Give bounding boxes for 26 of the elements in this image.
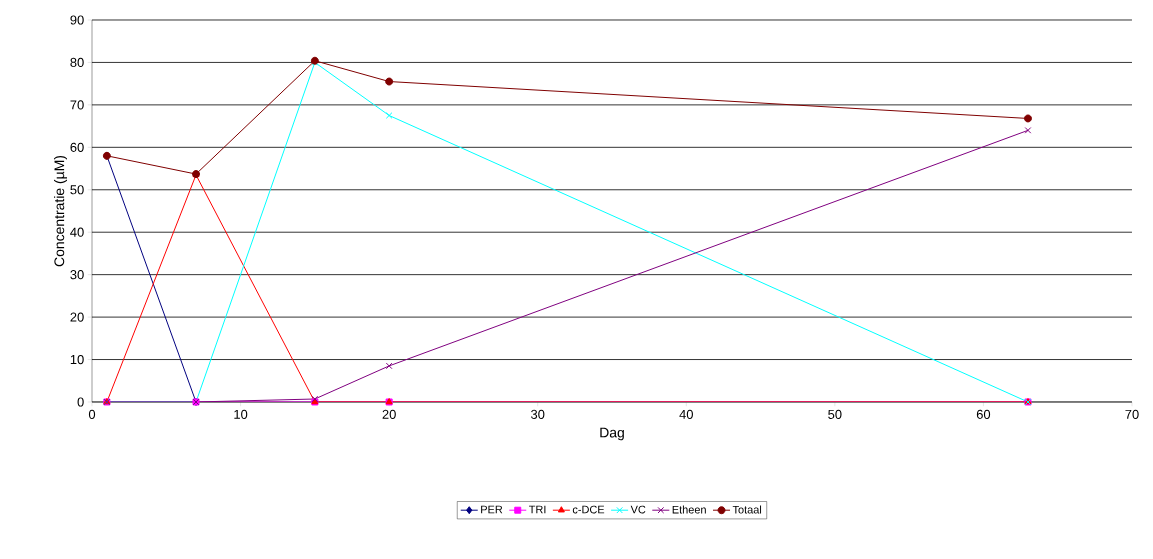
y-tick-label: 40 xyxy=(70,227,84,237)
x-tick-label: 70 xyxy=(1125,409,1139,419)
y-tick-label: 90 xyxy=(70,15,84,25)
legend-label: VC xyxy=(630,505,646,514)
x-tick-label: 40 xyxy=(679,409,693,419)
legend-label: Totaal xyxy=(732,505,762,514)
x-axis-title: Dag xyxy=(600,427,624,441)
y-tick-label: 70 xyxy=(70,100,84,110)
x-tick-label: 0 xyxy=(88,409,96,419)
x-tick-label: 20 xyxy=(382,409,396,419)
legend-label: c-DCE xyxy=(572,505,605,514)
x-tick-label: 50 xyxy=(828,409,842,419)
y-tick-label: 0 xyxy=(77,397,84,407)
y-tick-label: 30 xyxy=(70,270,84,280)
x-tick-label: 30 xyxy=(531,409,545,419)
y-axis-title: Concentratie (µM) xyxy=(53,155,67,267)
x-tick-label: 10 xyxy=(234,409,248,419)
y-tick-label: 20 xyxy=(70,312,84,322)
legend-label: TRI xyxy=(528,505,546,514)
y-tick-label: 10 xyxy=(70,354,84,365)
y-tick-label: 60 xyxy=(70,142,84,152)
y-tick-label: 50 xyxy=(70,185,84,195)
legend-label: Etheen xyxy=(672,505,706,514)
y-tick-label: 80 xyxy=(70,57,84,68)
legend-label: PER xyxy=(481,505,503,514)
x-tick-label: 60 xyxy=(976,409,991,419)
